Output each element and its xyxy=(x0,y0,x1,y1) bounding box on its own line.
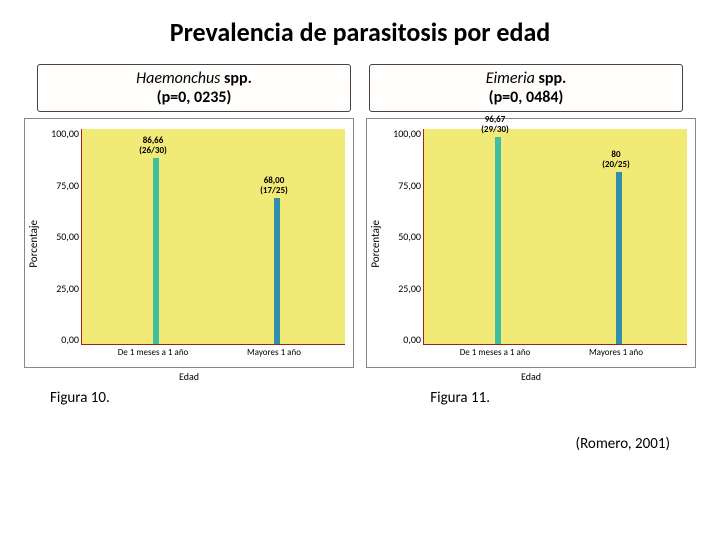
chart-right-plot: 96,67 (29/30) 80 (20/25) De 1 meses a 1 … xyxy=(423,129,687,345)
chart-left-plot: 86,66 (26/30) 68,00 (17/25) De 1 meses a… xyxy=(81,129,345,345)
chart-right: Porcentaje 100,00 75,00 50,00 25,00 0,00… xyxy=(366,118,696,383)
count-text: (29/30) xyxy=(481,124,509,135)
ytick: 100,00 xyxy=(385,129,421,139)
ytick: 75,00 xyxy=(43,181,79,191)
subtitle-left-pvalue: (p=0, 0235) xyxy=(157,88,232,107)
chart-left-ylabel: Porcentaje xyxy=(25,218,43,270)
caption-right: Figura 11. xyxy=(430,389,490,407)
chart-right-xlabel: Edad xyxy=(366,370,696,383)
slide: Prevalencia de parasitosis por edad Haem… xyxy=(0,0,720,540)
subtitle-left-species: Haemonchus xyxy=(136,69,220,88)
slide-title: Prevalencia de parasitosis por edad xyxy=(0,0,720,48)
chart-right-bar-0-label: 96,67 (29/30) xyxy=(465,115,525,135)
count-text: (26/30) xyxy=(139,145,167,156)
ytick: 0,00 xyxy=(43,335,79,345)
chart-right-bg xyxy=(424,129,687,344)
chart-right-area: Porcentaje 100,00 75,00 50,00 25,00 0,00… xyxy=(366,118,696,368)
charts-row: Porcentaje 100,00 75,00 50,00 25,00 0,00… xyxy=(18,118,702,383)
subtitle-right-suffix: spp. xyxy=(535,69,566,88)
chart-left-xlabel: Edad xyxy=(24,370,354,383)
subtitle-right-pvalue: (p=0, 0484) xyxy=(489,88,564,107)
ytick: 75,00 xyxy=(385,181,421,191)
chart-left-bg xyxy=(82,129,345,344)
chart-left-bar-1 xyxy=(274,198,280,344)
subtitle-right-species: Eimeria xyxy=(486,69,535,88)
captions-row: Figura 10. Figura 11. xyxy=(0,383,720,407)
chart-left-bar-0-label: 86,66 (26/30) xyxy=(123,136,183,156)
ytick: 100,00 xyxy=(43,129,79,139)
chart-left-bar-1-label: 68,00 (17/25) xyxy=(244,176,304,196)
chart-right-bar-1 xyxy=(616,172,622,344)
chart-left: Porcentaje 100,00 75,00 50,00 25,00 0,00… xyxy=(24,118,354,383)
ytick: 50,00 xyxy=(385,232,421,242)
chart-left-xcat-0: De 1 meses a 1 año xyxy=(103,347,203,358)
subtitles-row: Haemonchus spp. (p=0, 0235) Eimeria spp.… xyxy=(28,64,692,112)
chart-right-ylabel: Porcentaje xyxy=(367,218,385,270)
chart-left-yaxis: 100,00 75,00 50,00 25,00 0,00 xyxy=(43,119,81,367)
subtitle-right: Eimeria spp. (p=0, 0484) xyxy=(369,64,683,112)
ytick: 25,00 xyxy=(43,284,79,294)
ytick: 25,00 xyxy=(385,284,421,294)
chart-right-bar-0 xyxy=(495,137,501,345)
chart-left-area: Porcentaje 100,00 75,00 50,00 25,00 0,00… xyxy=(24,118,354,368)
chart-left-xcat-1: Mayores 1 año xyxy=(224,347,324,358)
chart-right-xcat-0: De 1 meses a 1 año xyxy=(445,347,545,358)
count-text: (20/25) xyxy=(602,159,630,170)
chart-right-xcat-1: Mayores 1 año xyxy=(566,347,666,358)
subtitle-left-suffix: spp. xyxy=(220,69,251,88)
citation: (Romero, 2001) xyxy=(0,435,670,453)
ytick: 50,00 xyxy=(43,232,79,242)
subtitle-left: Haemonchus spp. (p=0, 0235) xyxy=(37,64,351,112)
chart-right-bar-1-label: 80 (20/25) xyxy=(586,150,646,170)
count-text: (17/25) xyxy=(260,185,288,196)
caption-left: Figura 10. xyxy=(50,389,110,407)
chart-left-bar-0 xyxy=(153,158,159,344)
chart-right-yaxis: 100,00 75,00 50,00 25,00 0,00 xyxy=(385,119,423,367)
ytick: 0,00 xyxy=(385,335,421,345)
